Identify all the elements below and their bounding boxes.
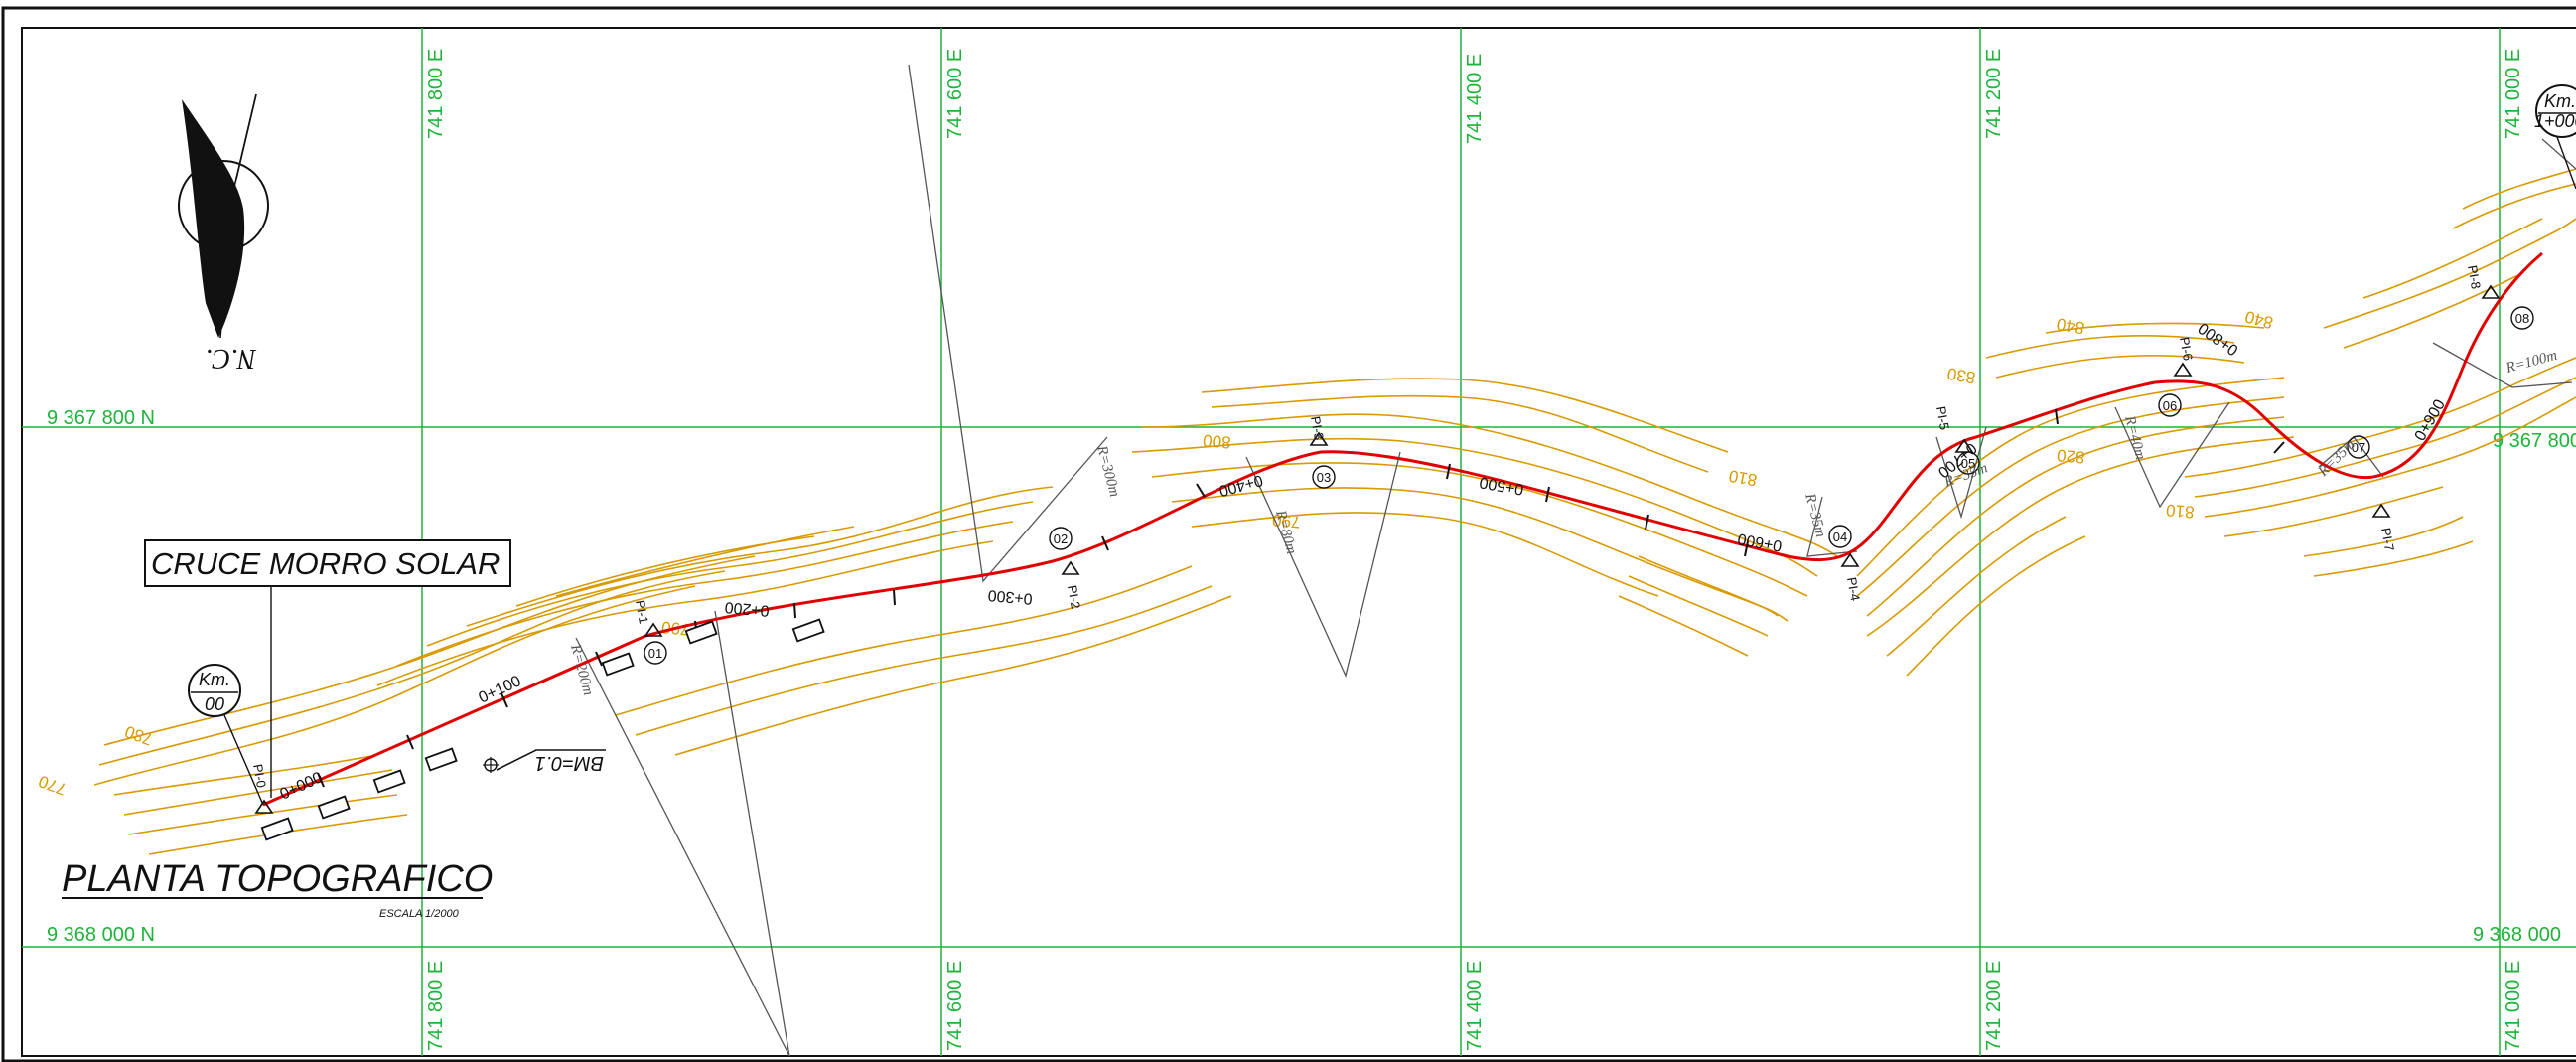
radius-label: R=35m — [1801, 491, 1828, 539]
easting-label: 741 000 E — [2503, 961, 2524, 1051]
curve-number: 08 — [2515, 311, 2529, 326]
contour-label: 840 — [2243, 307, 2275, 333]
contour-label: 810 — [2165, 501, 2195, 522]
radius-label: R=300m — [1093, 443, 1122, 499]
pi-label: PI-5 — [1933, 405, 1952, 431]
crossing-label: CRUCE MORRO SOLAR — [151, 546, 500, 581]
curve-number: 03 — [1317, 470, 1331, 485]
northing-label-right: 9 368 000 — [2473, 924, 2561, 946]
station-label: 0+300 — [987, 586, 1033, 607]
station-labels: 0+000 0+100 0+200 0+300 0+400 0+500 0+60… — [278, 319, 2449, 804]
outer-frame — [1, 6, 2576, 1062]
easting-label: 741 800 E — [425, 49, 447, 139]
contour-label: 790 — [1271, 511, 1301, 531]
station-label: 0+000 — [278, 769, 326, 803]
easting-labels-bottom: 741 800 E 741 600 E 741 400 E 741 200 E … — [425, 961, 2524, 1051]
contour-label: 810 — [1727, 466, 1758, 490]
station-label: 0+100 — [477, 673, 524, 706]
easting-label: 741 400 E — [1464, 54, 1486, 144]
pi-labels: PI-0 PI-1 PI-2 PI-3 PI-4 PI-5 PI-6 PI-7 … — [250, 264, 2484, 789]
drawing-title-block: PLANTA TOPOGRAFICO ESCALA 1/2000 — [62, 858, 493, 920]
pi-label: PI-6 — [2177, 336, 2196, 362]
curve-number: 04 — [1833, 530, 1847, 544]
easting-label: 741 600 E — [944, 49, 966, 139]
contour-label: 840 — [2055, 314, 2085, 338]
pi-label: PI-7 — [2378, 527, 2397, 552]
curve-number: 07 — [2352, 440, 2365, 455]
easting-label: 741 600 E — [944, 961, 966, 1051]
easting-label: 741 400 E — [1464, 961, 1486, 1051]
km-end-marker: Km. 1+000 — [2534, 84, 2576, 190]
northing-label-right: 9 367 800 — [2493, 430, 2576, 452]
station-label: 0+500 — [1478, 473, 1524, 498]
easting-label: 741 200 E — [1983, 49, 2005, 139]
inner-frame — [21, 27, 2576, 1057]
pi-label: PI-2 — [1065, 584, 1083, 610]
pi-label: PI-8 — [2465, 264, 2484, 290]
pi-label: PI-3 — [1308, 415, 1327, 441]
drawing-scale: ESCALA 1/2000 — [379, 908, 460, 920]
km-start-marker: Km. 00 — [188, 664, 264, 806]
radius-label: R=35m — [2315, 436, 2359, 480]
curve-numbers: 01 02 03 04 05 06 07 08 — [644, 306, 2534, 665]
north-label: N.C. — [206, 343, 257, 374]
km-start-top: Km. — [199, 670, 230, 689]
road-axis — [262, 251, 2543, 807]
curve-number: 01 — [648, 646, 662, 661]
contour-label: 780 — [122, 722, 155, 750]
drawing-title: PLANTA TOPOGRAFICO — [62, 858, 493, 900]
contour-label: 830 — [1945, 364, 1976, 387]
easting-label: 741 000 E — [2503, 49, 2524, 139]
curve-construction — [575, 64, 2576, 1057]
curve-number: 02 — [1054, 531, 1068, 546]
easting-label: 741 200 E — [1983, 961, 2005, 1051]
curve-number: 05 — [1961, 456, 1975, 471]
km-end-top: Km. — [2544, 91, 2576, 111]
contour-lines — [93, 168, 2576, 855]
curve-number: 06 — [2163, 398, 2177, 413]
benchmark-label: BM=0.1 — [535, 752, 604, 774]
northing-label: 9 368 000 N — [47, 924, 155, 946]
km-end-bottom: 1+000 — [2534, 111, 2576, 131]
easting-label: 741 800 E — [425, 961, 447, 1051]
pi-label: PI-0 — [250, 763, 269, 789]
easting-labels-top: 741 800 E 741 600 E 741 400 E 741 200 E … — [425, 49, 2524, 144]
contour-label: 800 — [1202, 431, 1231, 452]
radius-label: R=100m — [2504, 348, 2559, 377]
crossing-callout: CRUCE MORRO SOLAR — [144, 539, 511, 798]
pi-label: PI-1 — [633, 599, 651, 625]
contour-label: 770 — [36, 772, 69, 800]
contour-label: 820 — [2056, 446, 2085, 467]
north-arrow: N.C. — [178, 93, 269, 374]
pi-markers — [254, 284, 2501, 814]
pi-label: PI-4 — [1844, 576, 1863, 602]
km-start-bottom: 00 — [205, 694, 224, 714]
station-label: 0+600 — [1736, 530, 1783, 554]
northing-label: 9 367 800 N — [47, 407, 155, 429]
station-ticks — [317, 408, 2285, 788]
structures — [260, 618, 825, 841]
station-label: 0+200 — [724, 598, 770, 619]
benchmark: BM=0.1 — [483, 749, 606, 774]
